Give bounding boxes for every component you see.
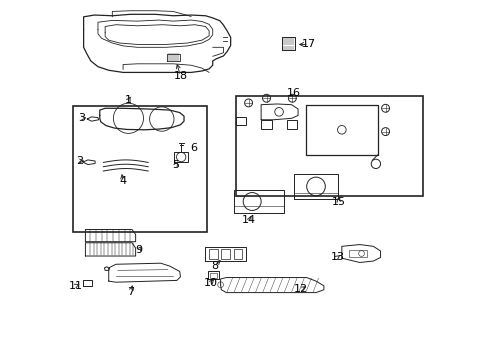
Bar: [73, 107, 207, 232]
Bar: [221, 249, 230, 259]
Text: 17: 17: [302, 40, 316, 49]
Bar: [236, 96, 422, 196]
Text: 10: 10: [203, 278, 218, 288]
Text: 7: 7: [127, 287, 135, 297]
Bar: [209, 249, 218, 259]
Text: 15: 15: [332, 197, 346, 207]
Bar: [234, 249, 243, 259]
Text: 14: 14: [242, 215, 256, 225]
Text: 8: 8: [211, 261, 218, 271]
Text: 6: 6: [191, 143, 197, 153]
Text: 13: 13: [331, 252, 344, 262]
Bar: [236, 117, 246, 125]
Text: 5: 5: [172, 159, 180, 170]
Bar: [262, 120, 271, 129]
Text: 3: 3: [78, 113, 85, 123]
Text: 4: 4: [120, 176, 126, 186]
Text: 9: 9: [135, 245, 143, 255]
Bar: [210, 273, 218, 278]
Text: 1: 1: [125, 95, 132, 105]
Text: 16: 16: [287, 88, 301, 98]
Text: 2: 2: [76, 156, 83, 166]
Text: 11: 11: [69, 281, 83, 291]
Bar: [287, 120, 296, 129]
Bar: [349, 249, 367, 257]
Text: 18: 18: [173, 71, 188, 81]
Text: 12: 12: [294, 284, 308, 294]
